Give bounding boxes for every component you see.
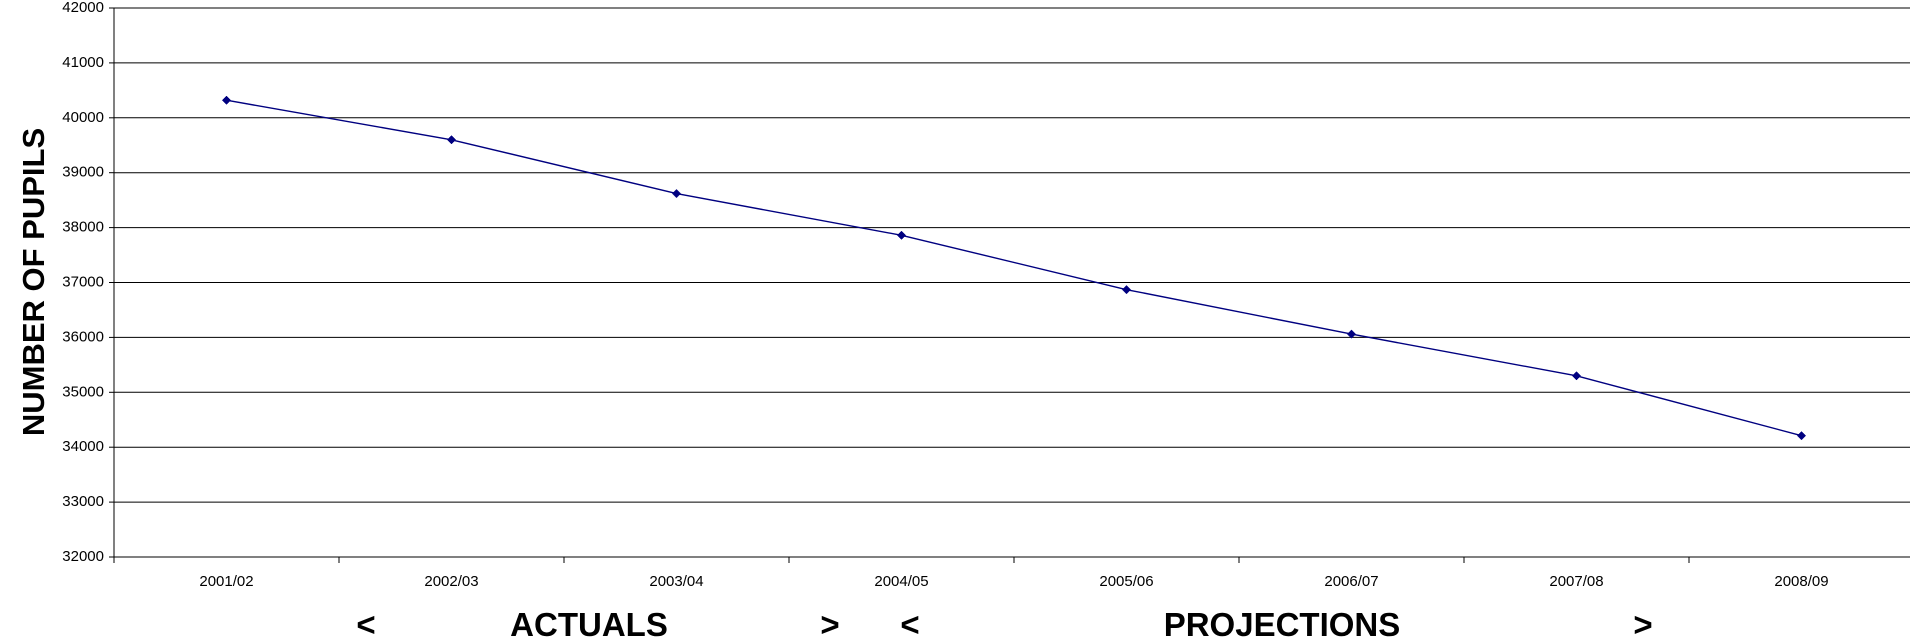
x-tick-label: 2006/07 bbox=[1324, 573, 1378, 590]
y-tick-label: 36000 bbox=[62, 328, 104, 345]
y-tick-label: 37000 bbox=[62, 273, 104, 290]
y-tick-label: 33000 bbox=[62, 493, 104, 510]
actuals-close-bracket: > bbox=[820, 606, 839, 643]
x-tick-label: 2004/05 bbox=[874, 573, 928, 590]
series-line bbox=[226, 99, 1802, 437]
y-tick-label: 40000 bbox=[62, 109, 104, 126]
x-tick-label: 2005/06 bbox=[1099, 573, 1153, 590]
projections-open-bracket: < bbox=[900, 606, 919, 643]
y-tick-labels: 32000 33000 34000 35000 36000 37000 38000 39000… bbox=[62, 0, 114, 565]
y-tick-label: 42000 bbox=[62, 0, 104, 16]
data-point bbox=[1121, 285, 1132, 295]
data-point bbox=[1346, 329, 1357, 339]
period-annotations: < ACTUALS > < PROJECTIONS > bbox=[356, 606, 1652, 643]
y-tick-label: 41000 bbox=[62, 54, 104, 71]
actuals-label: ACTUALS bbox=[510, 606, 668, 643]
data-point bbox=[896, 230, 907, 240]
y-tick-label: 34000 bbox=[62, 438, 104, 455]
projections-label: PROJECTIONS bbox=[1164, 606, 1401, 643]
x-tick-label: 2008/09 bbox=[1774, 573, 1828, 590]
y-tick-label: 32000 bbox=[62, 548, 104, 565]
data-point bbox=[221, 95, 232, 105]
x-tick-label: 2003/04 bbox=[649, 573, 703, 590]
actuals-open-bracket: < bbox=[356, 606, 375, 643]
y-tick-label: 38000 bbox=[62, 219, 104, 236]
series-layer bbox=[221, 95, 1807, 441]
x-tick-label: 2002/03 bbox=[424, 573, 478, 590]
y-tick-label: 35000 bbox=[62, 383, 104, 400]
x-tick-label: 2001/02 bbox=[199, 573, 253, 590]
gridlines bbox=[114, 7, 1910, 503]
data-point bbox=[446, 135, 457, 145]
data-point bbox=[1571, 371, 1582, 381]
data-point bbox=[1796, 431, 1807, 441]
y-axis-label: NUMBER OF PUPILS bbox=[16, 128, 51, 436]
x-tick-label: 2007/08 bbox=[1549, 573, 1603, 590]
x-tick-labels: 2001/02 2002/03 2003/04 2004/05 2005/06 2006/… bbox=[113, 557, 1829, 590]
projections-close-bracket: > bbox=[1633, 606, 1652, 643]
data-point bbox=[671, 189, 682, 199]
y-tick-label: 39000 bbox=[62, 164, 104, 181]
